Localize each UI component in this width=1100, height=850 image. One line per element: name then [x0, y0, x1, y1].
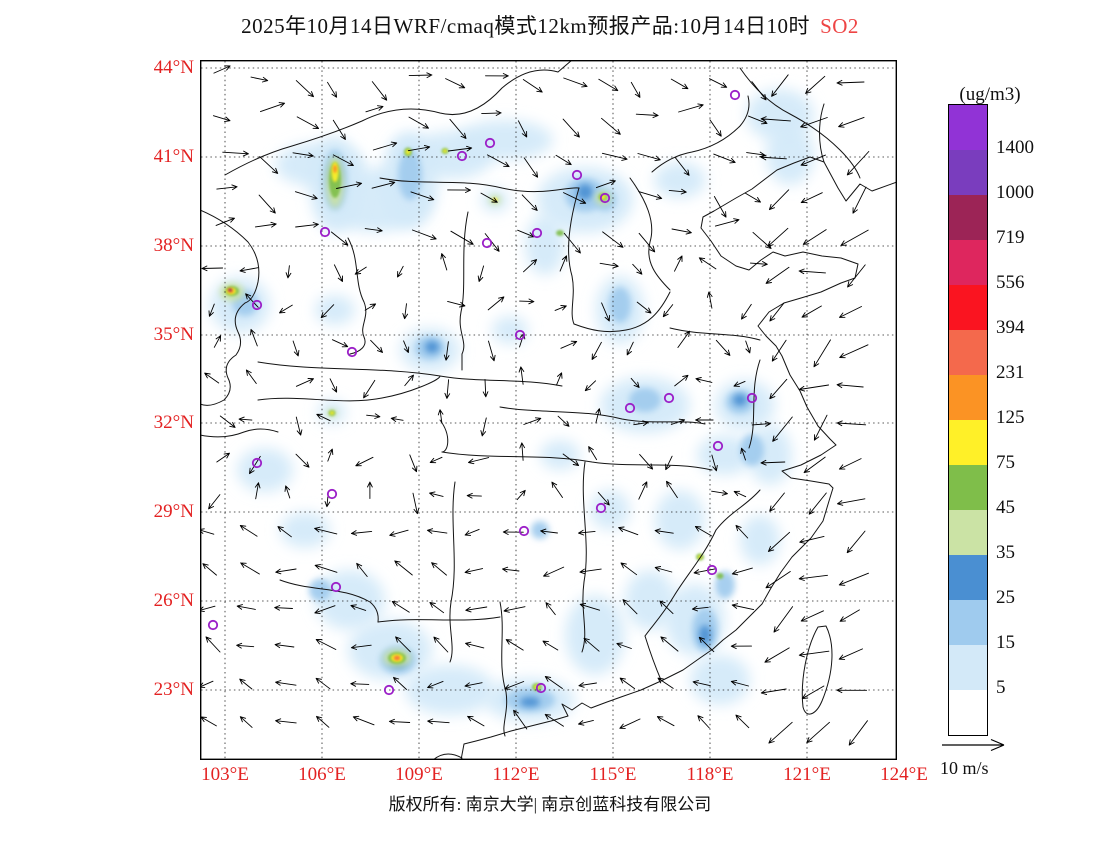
city-marker — [624, 402, 636, 414]
city-marker — [319, 226, 331, 238]
colorbar-segment — [949, 555, 987, 600]
colorbar-segment — [949, 285, 987, 330]
city-marker — [383, 684, 395, 696]
colorbar-segment — [949, 465, 987, 510]
colorbar-segment — [949, 105, 987, 150]
city-marker — [663, 392, 675, 404]
lat-tick-label: 23°N — [153, 679, 194, 700]
colorbar-segment — [949, 690, 987, 735]
colorbar-tick-label: 556 — [996, 272, 1025, 293]
lat-tick-label: 41°N — [153, 146, 194, 167]
colorbar-tick-label: 231 — [996, 362, 1025, 383]
colorbar — [948, 104, 988, 736]
lon-tick-label: 118°E — [686, 764, 734, 785]
colorbar-tick-label: 1400 — [996, 137, 1034, 158]
lon-tick-label: 109°E — [395, 764, 443, 785]
colorbar-segment — [949, 150, 987, 195]
title-text: 2025年10月14日WRF/cmaq模式12km预报产品:10月14日10时 — [241, 14, 811, 38]
colorbar-segment — [949, 420, 987, 465]
colorbar-segment — [949, 330, 987, 375]
lon-tick-label: 121°E — [783, 764, 831, 785]
pollution-field-layer — [210, 89, 814, 722]
colorbar-segment — [949, 240, 987, 285]
colorbar-tick-label: 35 — [996, 542, 1015, 563]
colorbar-tick-label: 15 — [996, 632, 1015, 653]
city-marker — [595, 502, 607, 514]
lon-tick-label: 106°E — [298, 764, 346, 785]
map-area — [200, 60, 897, 760]
colorbar-segment — [949, 375, 987, 420]
colorbar-tick-label: 125 — [996, 407, 1025, 428]
colorbar-unit-label: (ug/m3) — [959, 84, 1021, 105]
lat-tick-label: 38°N — [153, 235, 194, 256]
city-marker — [330, 581, 342, 593]
title-species: SO2 — [820, 14, 859, 38]
city-marker — [706, 564, 718, 576]
colorbar-tick-label: 75 — [996, 452, 1015, 473]
city-marker — [207, 619, 219, 631]
colorbar-tick-label: 719 — [996, 227, 1025, 248]
wind-reference-arrow-icon — [942, 738, 1005, 752]
lon-tick-label: 124°E — [880, 764, 928, 785]
city-marker — [518, 525, 530, 537]
city-marker — [484, 137, 496, 149]
city-marker — [326, 488, 338, 500]
city-marker — [571, 169, 583, 181]
city-marker — [514, 329, 526, 341]
lat-tick-label: 44°N — [153, 57, 194, 78]
colorbar-tick-label: 25 — [996, 587, 1015, 608]
wind-reference-label: 10 m/s — [940, 758, 989, 778]
page-title: 2025年10月14日WRF/cmaq模式12km预报产品:10月14日10时 S… — [0, 10, 1100, 40]
city-marker — [712, 440, 724, 452]
lat-tick-label: 35°N — [153, 324, 194, 345]
city-marker — [746, 392, 758, 404]
city-marker — [481, 237, 493, 249]
colorbar-segment — [949, 600, 987, 645]
colorbar-tick-label: 45 — [996, 497, 1015, 518]
city-marker — [531, 227, 543, 239]
lat-tick-label: 29°N — [153, 501, 194, 522]
lon-tick-label: 115°E — [589, 764, 637, 785]
wind-vector-layer — [200, 65, 870, 746]
lon-tick-label: 103°E — [201, 764, 249, 785]
city-markers-layer — [207, 89, 758, 696]
lat-tick-label: 26°N — [153, 590, 194, 611]
colorbar-tick-label: 394 — [996, 317, 1025, 338]
colorbar-segment — [949, 645, 987, 690]
colorbar-tick-label: 5 — [996, 677, 1006, 698]
lat-tick-label: 32°N — [153, 412, 194, 433]
forecast-map-canvas — [200, 60, 897, 760]
city-marker — [456, 150, 468, 162]
colorbar-segment — [949, 195, 987, 240]
city-marker — [729, 89, 741, 101]
city-marker — [346, 346, 358, 358]
lon-tick-label: 112°E — [492, 764, 540, 785]
city-marker — [251, 299, 263, 311]
copyright-footer: 版权所有: 南京大学| 南京创蓝科技有限公司 — [388, 795, 712, 814]
city-marker — [599, 192, 611, 204]
city-marker — [535, 682, 547, 694]
wind-legend: 10 m/s — [938, 736, 1058, 779]
colorbar-tick-label: 1000 — [996, 182, 1034, 203]
colorbar-segment — [949, 510, 987, 555]
city-marker — [251, 457, 263, 469]
